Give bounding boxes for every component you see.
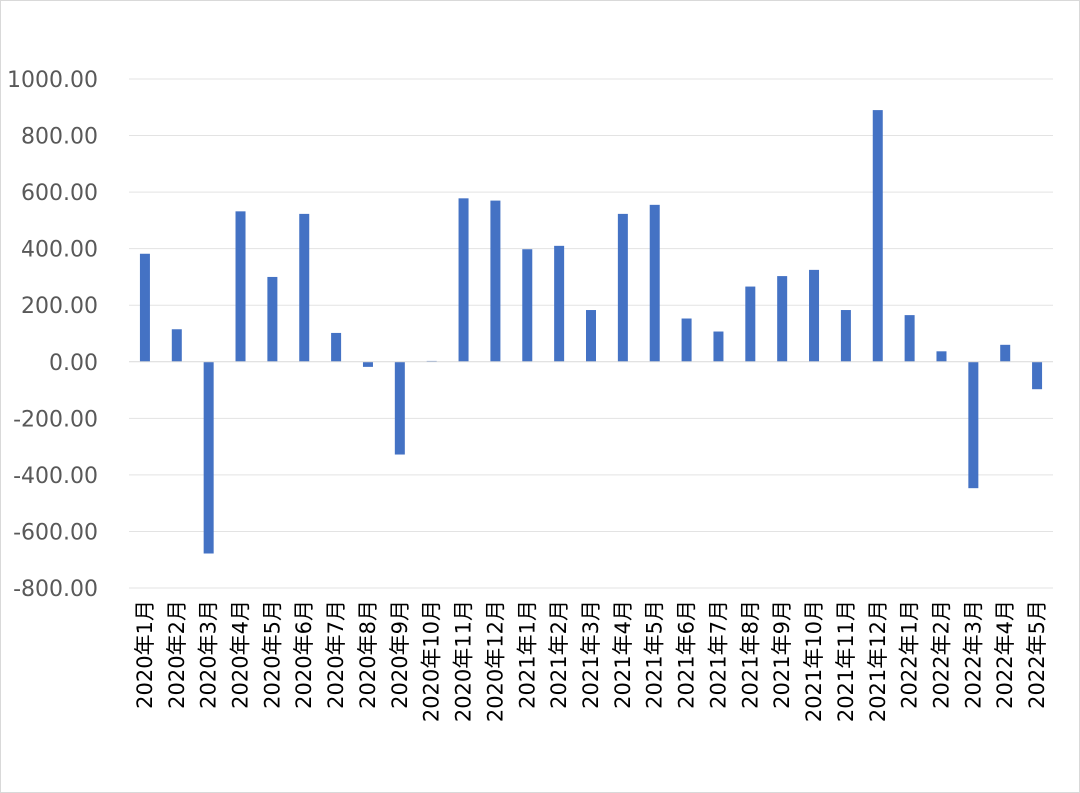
x-tick-label: 2021年10月: [802, 600, 826, 722]
x-tick-label: 2021年11月: [834, 600, 858, 722]
x-tick-label: 2020年4月: [229, 600, 253, 709]
x-tick-label: 2020年1月: [133, 600, 157, 709]
bar: [681, 318, 692, 362]
y-tick-label: 800.00: [21, 125, 98, 150]
x-tick-label: 2020年12月: [483, 600, 507, 722]
bar: [1000, 344, 1011, 362]
bar: [394, 361, 405, 455]
y-tick-label: 600.00: [21, 181, 98, 206]
bar: [171, 329, 182, 362]
x-axis-tick-labels: 2020年1月 2020年2月 2020年3月 2020年4月 2020年5月 2020年…: [133, 600, 1049, 722]
bar: [777, 276, 788, 362]
bar: [139, 253, 150, 362]
x-tick-label: 2021年9月: [770, 600, 794, 709]
y-tick-label: 200.00: [21, 294, 98, 319]
y-tick-label: 1000.00: [7, 68, 98, 93]
x-tick-label: 2021年6月: [675, 600, 699, 709]
x-tick-label: 2022年2月: [929, 600, 953, 709]
bar: [522, 249, 533, 362]
x-tick-label: 2020年11月: [452, 600, 476, 722]
bar: [362, 361, 373, 367]
x-tick-label: 2022年3月: [961, 600, 985, 709]
bar: [904, 315, 915, 362]
x-tick-label: 2021年8月: [738, 600, 762, 709]
bar: [968, 361, 979, 489]
bar: [299, 213, 310, 362]
x-tick-label: 2021年3月: [579, 600, 603, 709]
x-tick-label: 2020年10月: [420, 600, 444, 722]
x-tick-label: 2020年9月: [388, 600, 412, 709]
x-tick-label: 2021年7月: [706, 600, 730, 709]
x-tick-label: 2021年2月: [547, 600, 571, 709]
x-tick-label: 2020年3月: [197, 600, 221, 709]
y-axis-tick-labels: 1000.00 800.00 600.00 400.00 200.00 0.00 -200.…: [7, 68, 98, 602]
bar: [617, 213, 628, 362]
y-tick-label: 0.00: [49, 351, 98, 376]
bar: [554, 245, 565, 362]
x-tick-label: 2020年6月: [292, 600, 316, 709]
bar: [203, 361, 214, 554]
x-tick-label: 2021年4月: [611, 600, 635, 709]
x-tick-label: 2022年1月: [898, 600, 922, 709]
x-tick-label: 2020年8月: [356, 600, 380, 709]
x-tick-label: 2020年5月: [260, 600, 284, 709]
y-tick-label: -400.00: [13, 464, 98, 489]
bar: [745, 286, 756, 362]
bar: [331, 332, 342, 362]
bars: [139, 110, 1043, 554]
x-tick-label: 2021年1月: [515, 600, 539, 709]
x-tick-label: 2021年5月: [643, 600, 667, 709]
bar: [840, 310, 851, 362]
bar: [490, 200, 501, 362]
bar: [872, 110, 883, 362]
bar: [235, 211, 246, 362]
bar: [586, 310, 596, 362]
y-tick-label: -200.00: [13, 407, 98, 432]
x-tick-label: 2020年7月: [324, 600, 348, 709]
y-tick-label: 400.00: [21, 238, 98, 263]
bar: [649, 204, 660, 362]
gridlines: [129, 78, 1053, 589]
x-tick-label: 2020年2月: [165, 600, 189, 709]
y-tick-label: -800.00: [13, 577, 98, 602]
x-tick-label: 2022年5月: [1025, 600, 1049, 709]
bar: [936, 351, 947, 362]
bar: [809, 269, 820, 362]
bar: [1032, 361, 1043, 390]
x-tick-label: 2022年4月: [993, 600, 1017, 709]
y-tick-label: -600.00: [13, 520, 98, 545]
x-tick-label: 2021年12月: [866, 600, 890, 722]
bar: [458, 198, 469, 362]
bar: [267, 276, 278, 362]
bar: [713, 331, 724, 362]
